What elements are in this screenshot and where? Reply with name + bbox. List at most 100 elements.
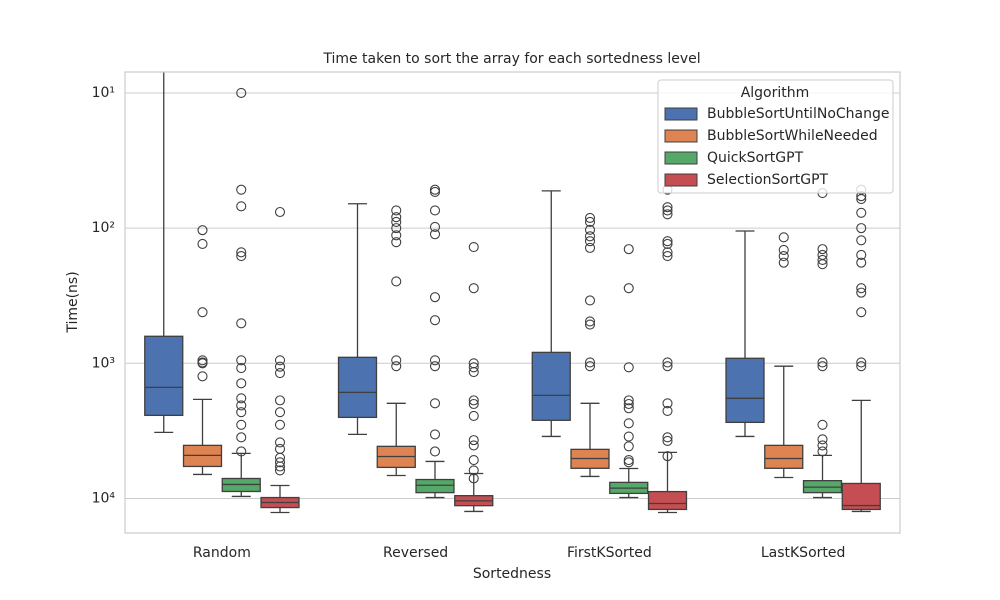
legend-swatch — [664, 151, 698, 165]
outlier — [662, 361, 673, 372]
outlier — [468, 455, 479, 466]
axes-frame — [124, 71, 901, 534]
box — [531, 351, 571, 421]
outlier — [391, 230, 402, 241]
x-axis-label: Sortedness — [473, 566, 551, 582]
box — [647, 490, 688, 511]
outlier — [584, 242, 596, 253]
x-tick-label: Random — [193, 545, 251, 561]
outlier — [817, 244, 828, 255]
outlier — [584, 224, 596, 235]
outlier — [778, 257, 789, 268]
legend-swatch — [664, 173, 698, 187]
outlier — [856, 283, 867, 294]
outlier — [391, 237, 402, 248]
outlier — [468, 362, 479, 373]
outlier — [429, 205, 441, 216]
outlier — [236, 251, 247, 262]
outlier — [623, 418, 634, 429]
outlier — [662, 251, 673, 262]
outlier — [274, 361, 286, 372]
outlier — [662, 238, 673, 250]
outlier — [429, 292, 441, 303]
legend-label: BubbleSortWhileNeeded — [707, 128, 878, 144]
outlier — [391, 276, 402, 287]
outlier — [197, 371, 208, 382]
outlier — [236, 247, 247, 258]
outlier — [429, 429, 441, 440]
outlier — [236, 446, 247, 457]
outlier — [274, 461, 286, 472]
outlier — [429, 221, 441, 232]
outlier — [584, 319, 596, 330]
outlier — [623, 362, 634, 373]
outlier — [391, 205, 402, 216]
outlier — [623, 244, 634, 255]
outlier — [236, 432, 247, 443]
legend-swatch — [664, 129, 698, 143]
y-axis-label: Time(ns) — [65, 271, 81, 333]
outlier — [468, 435, 479, 446]
legend-label: BubbleSortUntilNoChange — [707, 106, 889, 122]
outlier — [662, 202, 673, 213]
outlier — [662, 357, 673, 368]
outlier — [623, 431, 634, 442]
box — [764, 444, 804, 469]
outlier — [623, 457, 634, 468]
outlier — [778, 244, 789, 255]
chart-title: Time taken to sort the array for each so… — [322, 51, 700, 67]
outlier — [236, 419, 247, 430]
outlier — [429, 229, 441, 240]
outlier — [623, 395, 634, 406]
x-tick-label: FirstKSorted — [567, 545, 652, 561]
outlier — [197, 238, 208, 250]
outlier — [236, 378, 247, 389]
outlier — [236, 318, 247, 329]
outlier — [236, 184, 247, 195]
outlier — [468, 465, 479, 476]
outlier — [817, 361, 828, 372]
outlier — [856, 361, 867, 372]
outlier — [817, 440, 828, 451]
outlier — [817, 419, 828, 430]
outlier — [584, 295, 596, 306]
outlier — [623, 283, 634, 294]
y-tick-label: 10² — [92, 220, 115, 236]
outlier — [274, 355, 286, 366]
outlier — [197, 307, 208, 318]
outlier — [623, 441, 634, 452]
outlier — [274, 407, 286, 418]
outlier — [662, 205, 673, 216]
outlier — [662, 435, 673, 446]
outlier — [197, 225, 208, 236]
outlier — [429, 355, 441, 366]
outlier — [856, 235, 867, 246]
outlier — [623, 403, 634, 414]
outlier — [468, 241, 479, 253]
outlier — [817, 254, 828, 266]
y-tick-label: 10⁴ — [92, 490, 116, 506]
outlier — [274, 395, 286, 406]
x-tick-label: Reversed — [383, 545, 448, 561]
outlier — [197, 358, 208, 369]
outlier — [584, 231, 596, 242]
outlier — [817, 446, 828, 457]
outlier — [468, 395, 479, 406]
x-tick-label: LastKSorted — [761, 545, 846, 561]
outlier — [856, 194, 867, 205]
outlier — [856, 207, 867, 218]
outlier — [236, 393, 247, 404]
outlier — [468, 398, 479, 410]
legend-label: SelectionSortGPT — [707, 172, 829, 188]
outlier — [584, 236, 596, 247]
outlier — [584, 357, 596, 368]
outlier — [236, 407, 247, 418]
outlier — [856, 249, 867, 261]
outlier — [236, 201, 247, 212]
legend-swatch — [664, 107, 698, 121]
outlier — [584, 212, 596, 223]
y-tick-label: 10³ — [92, 355, 115, 371]
outlier — [778, 232, 789, 243]
outlier — [429, 186, 441, 197]
y-tick-label: 10¹ — [92, 85, 115, 101]
